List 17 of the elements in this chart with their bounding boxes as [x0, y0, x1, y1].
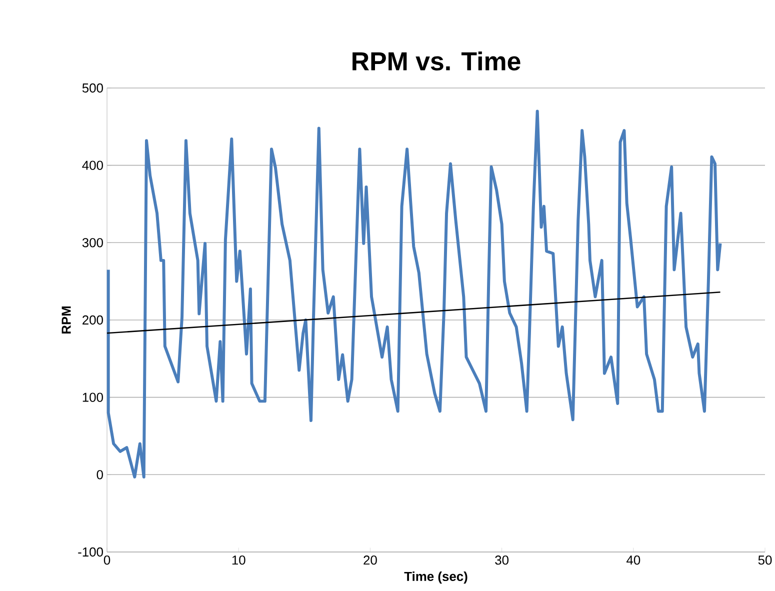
line-series [106, 110, 722, 478]
x-tick-label: 0 [104, 556, 110, 565]
chart-title: RPM vs. Time [352, 51, 520, 70]
y-axis-title: RPM [62, 306, 71, 334]
y-tick-label: -100 [78, 547, 103, 557]
x-tick-label: 20 [364, 556, 377, 565]
x-axis-title: Time (sec) [404, 572, 468, 584]
y-tick-label: 100 [82, 392, 103, 402]
x-tick-label: 10 [232, 556, 246, 565]
x-tick-label: 50 [758, 556, 772, 565]
y-tick-label: 300 [82, 238, 103, 248]
x-tick-label: 30 [495, 556, 509, 565]
x-tick-label: 40 [626, 556, 640, 565]
y-tick-label: 400 [82, 160, 103, 170]
y-tick-label: 200 [82, 315, 103, 325]
y-tick-label: 0 [96, 470, 103, 480]
y-tick-label: 500 [82, 83, 103, 93]
